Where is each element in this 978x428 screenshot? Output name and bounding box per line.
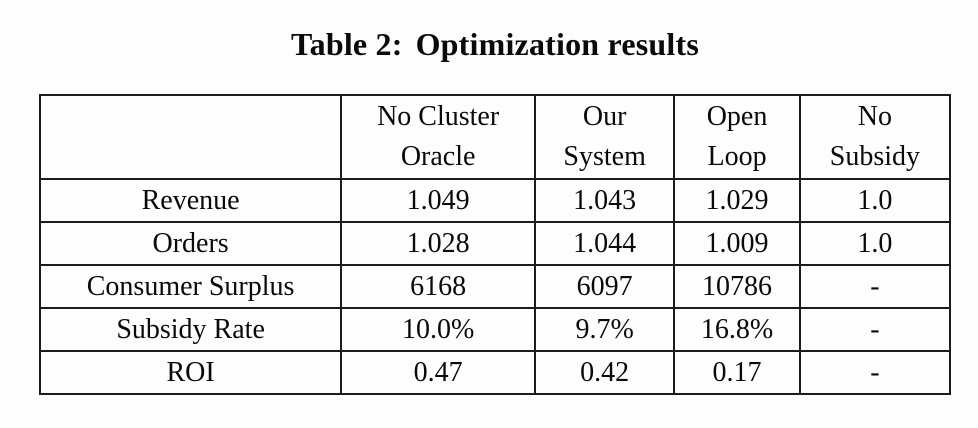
cell-value: 1.0 xyxy=(798,178,952,223)
cell-value: 1.028 xyxy=(340,221,537,266)
header-line: Open xyxy=(706,101,768,132)
table-row-subsidy-rate: Subsidy Rate 10.0% 9.7% 16.8% - xyxy=(38,307,952,352)
cell-value: 1.009 xyxy=(673,221,801,266)
table-row-consumer-surplus: Consumer Surplus 6168 6097 10786 - xyxy=(38,264,952,309)
optimization-results-table: No Cluster Oracle Our System Open Loop N… xyxy=(38,94,952,395)
cell-value: 1.049 xyxy=(340,178,537,223)
header-cell-no-cluster-oracle: No Cluster Oracle xyxy=(340,94,537,180)
header-line: Oracle xyxy=(400,141,476,172)
cell-value: 0.42 xyxy=(534,350,676,395)
cell-value: 10786 xyxy=(673,264,801,309)
cell-value: 0.17 xyxy=(673,350,801,395)
row-label: Consumer Surplus xyxy=(38,264,343,309)
header-cell-rowlabels xyxy=(38,94,343,180)
cell-value: - xyxy=(798,350,952,395)
row-label: Orders xyxy=(38,221,343,266)
header-cell-our-system: Our System xyxy=(534,94,676,180)
table-row-roi: ROI 0.47 0.42 0.17 - xyxy=(38,350,952,395)
header-cell-open-loop: Open Loop xyxy=(673,94,801,180)
table-row-orders: Orders 1.028 1.044 1.009 1.0 xyxy=(38,221,952,266)
cell-value: 1.029 xyxy=(673,178,801,223)
header-row: No Cluster Oracle Our System Open Loop N… xyxy=(38,94,952,180)
row-label: Revenue xyxy=(38,178,343,223)
cell-value: 10.0% xyxy=(340,307,537,352)
row-label: ROI xyxy=(38,350,343,395)
cell-value: - xyxy=(798,307,952,352)
header-line: No Cluster xyxy=(377,101,500,132)
row-label: Subsidy Rate xyxy=(38,307,343,352)
cell-value: 6168 xyxy=(340,264,537,309)
cell-value: 1.043 xyxy=(534,178,676,223)
header-line: No xyxy=(857,101,893,132)
cell-value: - xyxy=(798,264,952,309)
cell-value: 1.0 xyxy=(798,221,952,266)
cell-value: 16.8% xyxy=(673,307,801,352)
table-row-revenue: Revenue 1.049 1.043 1.029 1.0 xyxy=(38,178,952,223)
cell-value: 1.044 xyxy=(534,221,676,266)
caption-text: Optimization results xyxy=(415,26,699,62)
header-line: System xyxy=(563,141,646,172)
header-line: Subsidy xyxy=(829,141,921,172)
caption-label: Table 2: xyxy=(291,26,403,62)
table-caption: Table 2: Optimization results xyxy=(39,26,951,63)
cell-value: 0.47 xyxy=(340,350,537,395)
header-cell-no-subsidy: No Subsidy xyxy=(798,94,952,180)
cell-value: 9.7% xyxy=(534,307,676,352)
cell-value: 6097 xyxy=(534,264,676,309)
header-line: Loop xyxy=(707,141,767,172)
header-line: Our xyxy=(582,101,627,132)
